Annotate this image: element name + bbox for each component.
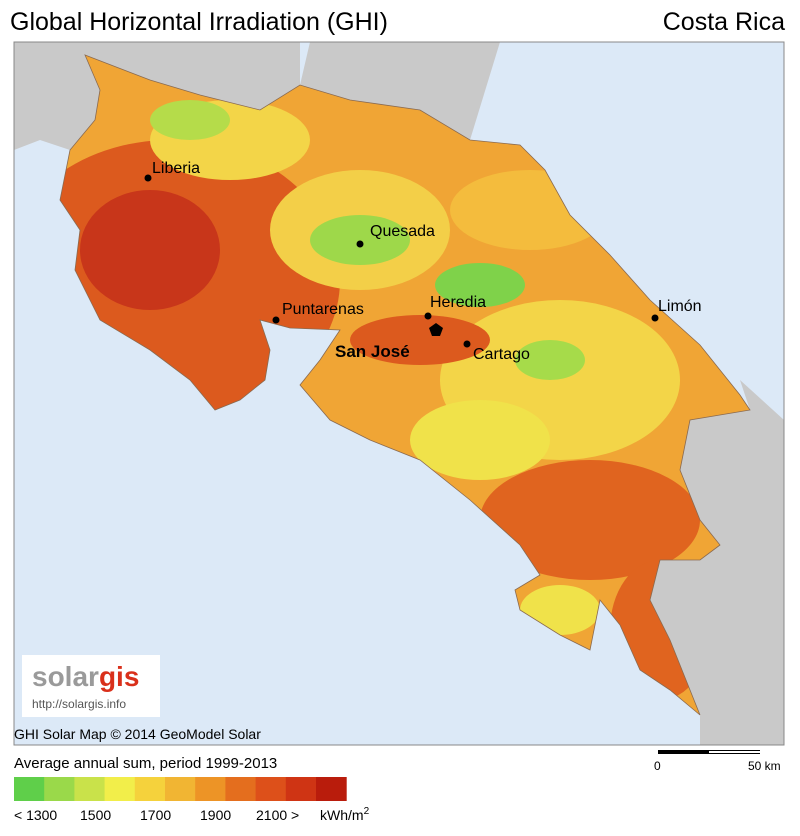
legend-swatch	[14, 777, 45, 801]
legend-swatch	[225, 777, 257, 801]
legend-label: 1700	[140, 807, 171, 823]
city-dot	[424, 312, 432, 320]
city-label: Quesada	[370, 223, 435, 240]
legend-swatch	[285, 777, 317, 801]
copyright: GHI Solar Map © 2014 GeoModel Solar	[14, 726, 261, 742]
legend-swatch	[195, 777, 226, 801]
title: Global Horizontal Irradiation (GHI)	[10, 8, 388, 36]
logo-url: http://solargis.info	[32, 697, 126, 711]
scale-start: 0	[654, 759, 661, 773]
capital-marker	[429, 323, 443, 336]
cities: Liberia Quesada Puntarenas Heredia Carta…	[144, 160, 702, 363]
legend-unit: kWh/m2	[320, 806, 370, 823]
city-label: Cartago	[473, 346, 530, 363]
country: Costa Rica	[663, 8, 785, 36]
scale-end: 50 km	[748, 759, 781, 773]
unit-exponent: 2	[364, 806, 370, 817]
scale-bar-half	[709, 751, 760, 753]
map-frame	[13, 41, 785, 746]
logo-text: solargis	[32, 661, 139, 692]
logo-box	[22, 655, 160, 717]
logo-end: gis	[99, 661, 139, 692]
legend-label: 1900	[200, 807, 231, 823]
legend-swatch	[165, 777, 196, 801]
logo: solargis http://solargis.info	[22, 655, 160, 717]
city-dot	[463, 340, 471, 348]
legend-label: 1500	[80, 807, 111, 823]
capital-label: San José	[335, 342, 410, 361]
panama	[650, 380, 784, 745]
city-label: Heredia	[430, 294, 486, 311]
nicaragua-east	[300, 42, 500, 140]
legend-swatch	[134, 777, 166, 801]
nicaragua	[14, 42, 300, 150]
logo-start: solar	[32, 661, 99, 692]
legend-title: Average annual sum, period 1999-2013	[14, 755, 277, 772]
scale-bar: 0 50 km	[654, 750, 781, 773]
legend-swatch	[104, 777, 136, 801]
city-dot	[272, 316, 280, 324]
city-label: Liberia	[152, 160, 200, 177]
legend-swatch	[255, 777, 287, 801]
legend-swatch	[316, 777, 347, 801]
legend-swatch	[44, 777, 75, 801]
legend-labels: < 1300 1500 1700 1900 2100 >	[14, 807, 299, 823]
city-dot	[144, 174, 152, 182]
legend-label: 2100 >	[256, 807, 299, 823]
legend-swatches	[14, 777, 347, 801]
city-label: Puntarenas	[282, 301, 364, 318]
city-dot	[651, 314, 659, 322]
unit: kWh/m	[320, 807, 364, 823]
city-dot	[356, 240, 364, 248]
city-label: Limón	[658, 298, 702, 315]
legend-label: < 1300	[14, 807, 57, 823]
legend-swatch	[74, 777, 106, 801]
